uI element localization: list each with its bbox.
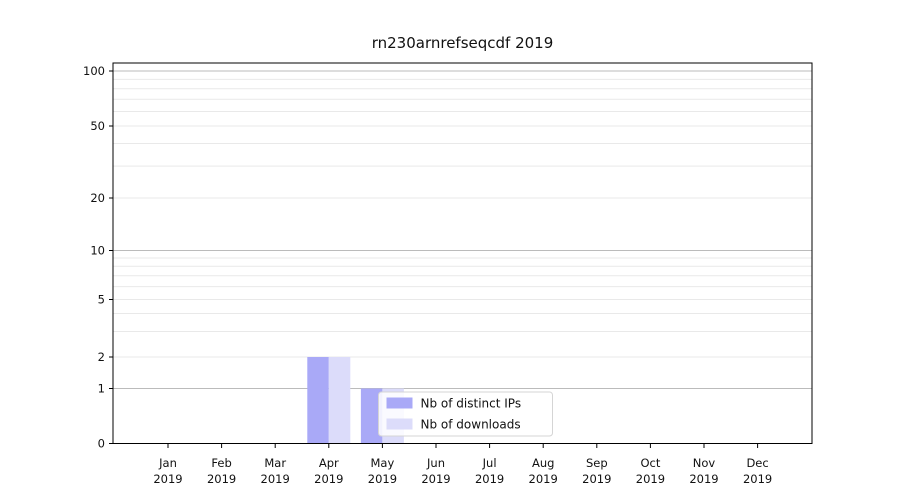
y-tick-label: 5 bbox=[98, 293, 105, 307]
y-tick-label: 1 bbox=[98, 382, 105, 396]
legend-swatch bbox=[386, 397, 413, 409]
x-tick-year-label: 2019 bbox=[529, 472, 558, 486]
bar-apr-downloads bbox=[328, 357, 351, 444]
x-tick-year-label: 2019 bbox=[207, 472, 236, 486]
y-tick-label: 10 bbox=[90, 244, 105, 258]
chart-title: rn230arnrefseqcdf 2019 bbox=[371, 34, 554, 52]
y-tick-label: 2 bbox=[98, 350, 105, 364]
x-tick-year-label: 2019 bbox=[636, 472, 665, 486]
y-tick-label: 0 bbox=[98, 437, 105, 451]
x-tick-month-label: Sep bbox=[586, 456, 608, 470]
x-tick-year-label: 2019 bbox=[368, 472, 397, 486]
x-tick-year-label: 2019 bbox=[743, 472, 772, 486]
x-tick-month-label: Oct bbox=[640, 456, 660, 470]
x-tick-year-label: 2019 bbox=[689, 472, 718, 486]
x-tick-year-label: 2019 bbox=[421, 472, 450, 486]
legend-box bbox=[378, 391, 553, 437]
x-tick-month-label: Nov bbox=[693, 456, 716, 470]
x-tick-year-label: 2019 bbox=[314, 472, 343, 486]
x-tick-year-label: 2019 bbox=[153, 472, 182, 486]
x-tick-month-label: Mar bbox=[264, 456, 286, 470]
x-tick-month-label: Jan bbox=[158, 456, 177, 470]
plot-spine bbox=[112, 62, 813, 444]
x-tick-month-label: Dec bbox=[746, 456, 768, 470]
legend-entry-label: Nb of distinct IPs bbox=[421, 397, 522, 411]
x-tick-year-label: 2019 bbox=[475, 472, 504, 486]
y-tick-label: 100 bbox=[83, 64, 105, 78]
x-tick-month-label: Jul bbox=[482, 456, 497, 470]
legend-entry-label: Nb of downloads bbox=[421, 418, 521, 432]
bar-may-distinct-ips bbox=[360, 388, 383, 444]
y-tick-label: 50 bbox=[90, 119, 105, 133]
x-tick-month-label: Apr bbox=[319, 456, 339, 470]
x-tick-year-label: 2019 bbox=[582, 472, 611, 486]
x-tick-month-label: May bbox=[371, 456, 395, 470]
x-tick-year-label: 2019 bbox=[261, 472, 290, 486]
x-tick-month-label: Feb bbox=[211, 456, 231, 470]
y-tick-label: 20 bbox=[90, 191, 105, 205]
x-tick-month-label: Aug bbox=[532, 456, 554, 470]
x-tick-month-label: Jun bbox=[426, 456, 445, 470]
legend-swatch bbox=[386, 418, 413, 430]
bar-apr-distinct-ips bbox=[307, 357, 329, 444]
